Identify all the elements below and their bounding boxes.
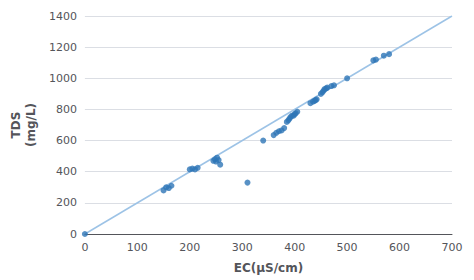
svg-text:600: 600 (389, 241, 410, 254)
svg-text:0: 0 (70, 228, 77, 241)
svg-text:1200: 1200 (49, 41, 77, 54)
svg-text:0: 0 (81, 241, 88, 254)
svg-text:TDS: TDS (9, 112, 23, 139)
svg-text:500: 500 (337, 241, 358, 254)
svg-text:400: 400 (284, 241, 305, 254)
svg-text:200: 200 (56, 196, 77, 209)
svg-text:600: 600 (56, 134, 77, 147)
svg-text:700: 700 (442, 241, 463, 254)
svg-text:(mg/L): (mg/L) (24, 103, 38, 147)
svg-text:1000: 1000 (49, 72, 77, 85)
svg-text:400: 400 (56, 165, 77, 178)
svg-text:200: 200 (179, 241, 200, 254)
svg-text:EC(μS/cm): EC(μS/cm) (234, 261, 303, 275)
svg-text:300: 300 (232, 241, 253, 254)
svg-text:100: 100 (127, 241, 148, 254)
svg-text:1400: 1400 (49, 10, 77, 23)
svg-text:800: 800 (56, 103, 77, 116)
